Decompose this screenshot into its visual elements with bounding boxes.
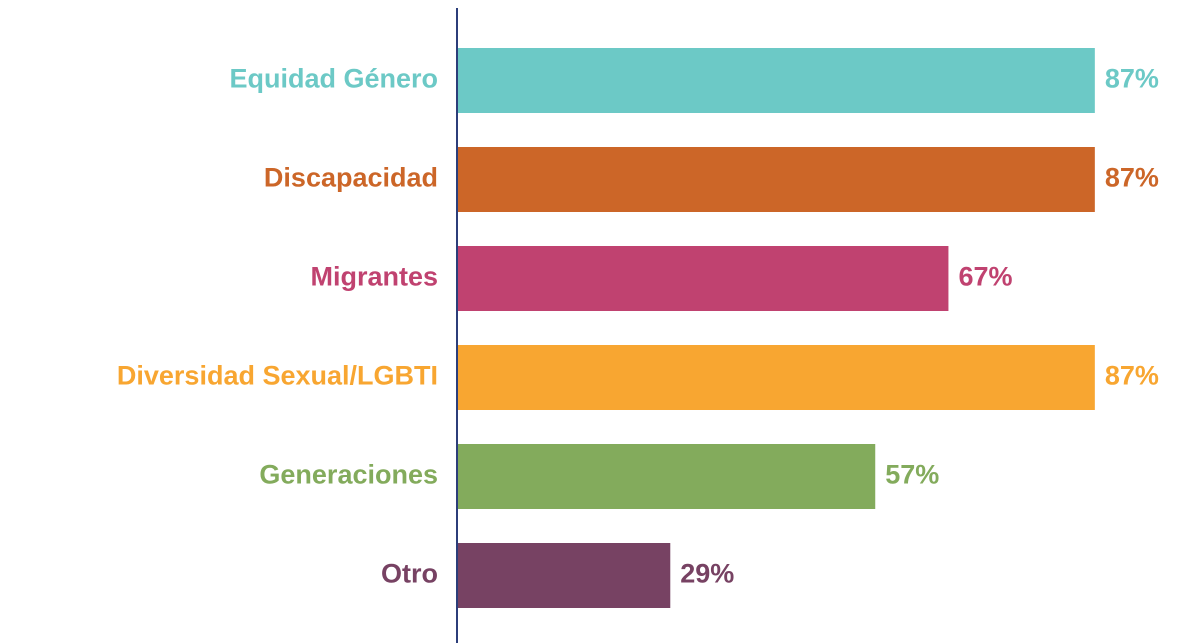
- value-label: 57%: [885, 460, 939, 490]
- category-label: Generaciones: [259, 460, 438, 490]
- category-label: Diversidad Sexual/LGBTI: [117, 361, 438, 391]
- bar: [458, 345, 1095, 410]
- category-label: Otro: [381, 559, 438, 589]
- bar: [458, 444, 876, 509]
- value-label: 67%: [958, 262, 1012, 292]
- bar: [458, 147, 1095, 212]
- category-label: Discapacidad: [264, 163, 438, 193]
- bar: [458, 48, 1095, 113]
- value-label: 87%: [1105, 64, 1159, 94]
- value-label: 29%: [680, 559, 734, 589]
- category-label: Migrantes: [310, 262, 438, 292]
- bar: [458, 543, 671, 608]
- category-label: Equidad Género: [229, 64, 438, 94]
- value-label: 87%: [1105, 361, 1159, 391]
- bar: [458, 246, 949, 311]
- value-label: 87%: [1105, 163, 1159, 193]
